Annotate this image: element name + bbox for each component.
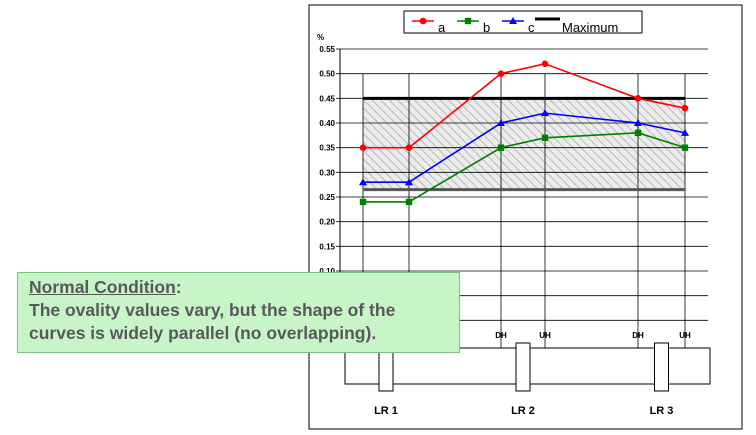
y-tick-label: 0.50 <box>319 70 335 79</box>
category-label: UH <box>679 331 691 340</box>
y-tick-label: 0.45 <box>319 94 335 103</box>
legend: a b c Maximum <box>403 10 643 35</box>
point-a <box>497 70 505 77</box>
point-b <box>681 144 689 151</box>
point-c <box>541 109 549 117</box>
legend-label-maximum: Maximum <box>562 20 618 35</box>
y-tick-label: 0.10 <box>319 267 335 276</box>
y-tick-label: 0.55 <box>319 45 335 54</box>
y-tick-label: 0.30 <box>319 168 335 177</box>
point-a <box>359 144 367 151</box>
series-line-c <box>363 112 686 183</box>
category-label: DH <box>495 331 507 340</box>
y-tick-label: 0.25 <box>319 193 335 202</box>
category-label: DH <box>632 331 644 340</box>
group-label: LR 3 <box>650 405 674 417</box>
point-b <box>405 198 413 206</box>
y-axis-label: % <box>317 33 324 42</box>
point-c <box>359 178 367 186</box>
group-label: LR 2 <box>511 405 535 417</box>
point-c <box>405 178 413 186</box>
point-b <box>497 144 505 151</box>
point-b <box>359 198 367 206</box>
chart-frame <box>308 4 743 430</box>
group-label: LR 1 <box>374 405 398 417</box>
point-c <box>634 119 642 126</box>
legend-marker-b <box>464 17 472 25</box>
note-title-suffix: : <box>175 277 182 297</box>
y-tick-label: 0.20 <box>319 218 335 227</box>
note-title: Normal Condition <box>29 277 176 297</box>
point-a <box>405 144 413 151</box>
point-a <box>634 95 642 102</box>
point-c <box>681 128 689 136</box>
point-a <box>541 60 549 68</box>
note-body: The ovality values vary, but the shape o… <box>29 300 396 343</box>
series-line-b <box>363 132 686 203</box>
maximum-band <box>363 98 685 190</box>
legend-label-b: b <box>483 20 490 35</box>
legend-label-c: c <box>528 20 535 35</box>
category-label: UH <box>539 331 551 340</box>
schematic-post <box>654 342 669 392</box>
point-b <box>634 129 642 137</box>
y-tick-label: 0.40 <box>319 119 335 128</box>
legend-marker-c <box>509 17 517 24</box>
y-tick-label: 0.35 <box>319 144 335 153</box>
point-a <box>681 104 689 112</box>
legend-label-a: a <box>438 20 446 35</box>
legend-box <box>403 10 643 34</box>
note-box: Normal Condition: The ovality values var… <box>17 272 460 353</box>
legend-marker-a <box>419 17 427 25</box>
point-c <box>497 119 505 126</box>
y-tick-label: 0.15 <box>319 242 335 251</box>
point-b <box>541 134 549 141</box>
series-line-a <box>363 62 686 149</box>
schematic-post <box>515 342 531 392</box>
